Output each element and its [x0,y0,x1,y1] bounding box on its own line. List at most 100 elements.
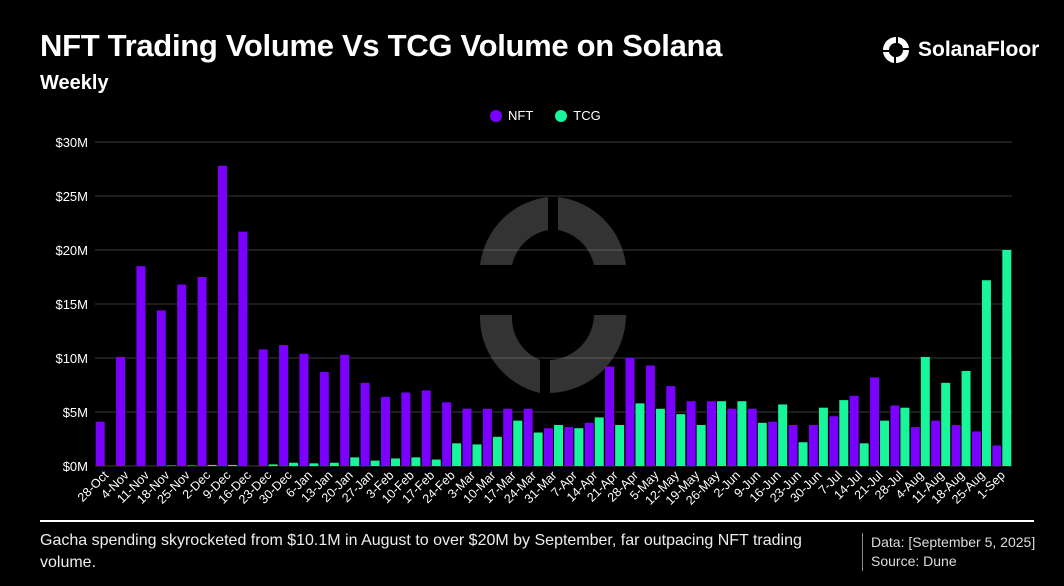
bar-tcg[interactable] [920,356,930,466]
bar-tcg[interactable] [431,459,441,466]
bar-tcg[interactable] [615,424,625,466]
bar-nft[interactable] [645,365,655,466]
bar-nft[interactable] [605,366,615,466]
bar-nft[interactable] [707,401,717,466]
bar-tcg[interactable] [187,465,197,466]
bar-nft[interactable] [380,396,390,466]
bar-tcg[interactable] [350,457,360,466]
bar-nft[interactable] [768,421,778,466]
gridlines [95,141,1012,467]
bar-tcg[interactable] [166,465,176,466]
bar-nft[interactable] [910,427,920,466]
bar-nft[interactable] [421,390,431,466]
solanafloor-logo-icon [883,37,909,63]
bar-tcg[interactable] [900,407,910,466]
bar-nft[interactable] [238,231,248,466]
x-axis-labels: 28-Oct4-Nov11-Nov18-Nov25-Nov2-Dec9-Dec1… [75,468,1008,508]
bar-nft[interactable] [258,349,268,466]
bar-tcg[interactable] [655,408,665,466]
bar-tcg[interactable] [472,444,482,466]
bar-nft[interactable] [523,408,533,466]
bar-nft[interactable] [340,354,350,466]
bar-tcg[interactable] [533,432,543,466]
bar-nft[interactable] [849,395,859,466]
legend-item-nft[interactable]: NFT [490,108,533,123]
bar-nft[interactable] [870,377,880,466]
bar-tcg[interactable] [778,404,788,466]
bar-nft[interactable] [808,424,818,466]
bar-nft[interactable] [401,392,411,466]
bar-nft[interactable] [462,408,472,466]
bar-nft[interactable] [279,345,289,466]
chart-title: NFT Trading Volume Vs TCG Volume on Sola… [40,28,723,63]
bar-tcg[interactable] [513,420,523,466]
bar-nft[interactable] [116,356,126,466]
bar-tcg[interactable] [696,424,706,466]
bar-tcg[interactable] [574,428,584,466]
source-note: Data: [September 5, 2025] Source: Dune [862,533,1035,571]
bar-nft[interactable] [503,408,513,466]
bar-nft[interactable] [686,401,696,466]
y-tick-label: $30M [55,135,88,150]
bar-tcg[interactable] [329,462,339,466]
bar-tcg[interactable] [289,462,299,466]
bar-nft[interactable] [747,408,757,466]
bar-tcg[interactable] [981,280,991,466]
bar-tcg[interactable] [757,422,767,466]
bar-nft[interactable] [951,424,961,466]
bar-tcg[interactable] [880,420,890,466]
bar-nft[interactable] [992,445,1002,466]
y-axis-labels: $0M $5M $10M $15M $20M $25M $30M [55,135,88,474]
bar-tcg[interactable] [452,443,462,466]
bar-tcg[interactable] [839,400,849,466]
bar-tcg[interactable] [798,442,808,466]
legend-label-nft: NFT [508,108,534,123]
bar-tcg[interactable] [1002,250,1012,466]
bar-tcg[interactable] [859,443,869,466]
bar-nft[interactable] [177,284,187,466]
bar-nft[interactable] [666,386,676,466]
bar-nft[interactable] [319,372,329,466]
bar-tcg[interactable] [492,436,502,466]
bar-nft[interactable] [971,431,981,466]
bar-nft[interactable] [197,277,207,466]
bar-tcg[interactable] [227,464,237,466]
y-tick-label: $5M [63,405,88,420]
y-tick-label: $10M [55,351,88,366]
bar-nft[interactable] [829,416,839,466]
bar-tcg[interactable] [737,401,747,466]
bar-nft[interactable] [727,408,737,466]
bar-tcg[interactable] [309,463,319,466]
bar-nft[interactable] [299,353,309,466]
bar-tcg[interactable] [411,457,421,466]
legend-item-tcg[interactable]: TCG [555,108,601,123]
bar-tcg[interactable] [594,417,604,466]
bar-tcg[interactable] [268,464,278,466]
bar-tcg[interactable] [554,424,563,466]
bar-tcg[interactable] [676,414,686,466]
bar-nft[interactable] [360,382,370,466]
bar-tcg[interactable] [635,403,645,466]
bar-nft[interactable] [788,424,798,466]
bar-tcg[interactable] [717,401,727,466]
bar-nft[interactable] [442,402,452,466]
bar-nft[interactable] [217,165,227,466]
bar-nft[interactable] [625,358,635,466]
bar-nft[interactable] [564,427,574,466]
bar-tcg[interactable] [370,460,380,466]
bar-tcg[interactable] [818,407,828,466]
bar-tcg[interactable] [941,382,951,466]
bar-tcg[interactable] [390,458,400,466]
y-tick-label: $20M [55,243,88,258]
bar-nft[interactable] [890,405,900,466]
bar-nft[interactable] [584,422,594,466]
bar-tcg[interactable] [961,370,971,466]
bar-tcg[interactable] [207,464,217,466]
bar-nft[interactable] [931,420,941,466]
bar-nft[interactable] [95,421,105,466]
bar-nft[interactable] [482,408,492,466]
bar-nft[interactable] [156,310,166,466]
bar-nft[interactable] [544,428,553,466]
caption: Gacha spending skyrocketed from $10.1M i… [40,532,802,571]
bar-nft[interactable] [136,266,146,466]
